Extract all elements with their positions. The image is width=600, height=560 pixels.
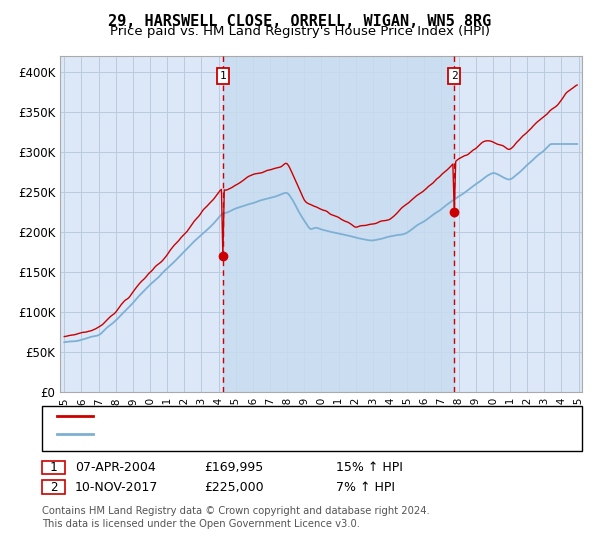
Text: Price paid vs. HM Land Registry's House Price Index (HPI): Price paid vs. HM Land Registry's House … [110,25,490,38]
Text: 29, HARSWELL CLOSE, ORRELL, WIGAN, WN5 8RG (detached house): 29, HARSWELL CLOSE, ORRELL, WIGAN, WN5 8… [99,409,501,423]
Text: This data is licensed under the Open Government Licence v3.0.: This data is licensed under the Open Gov… [42,519,360,529]
Text: 29, HARSWELL CLOSE, ORRELL, WIGAN, WN5 8RG: 29, HARSWELL CLOSE, ORRELL, WIGAN, WN5 8… [109,14,491,29]
Text: 15% ↑ HPI: 15% ↑ HPI [336,461,403,474]
Text: 7% ↑ HPI: 7% ↑ HPI [336,480,395,494]
Text: 2: 2 [50,480,57,494]
Text: 07-APR-2004: 07-APR-2004 [75,461,156,474]
Text: 1: 1 [50,461,57,474]
Text: 1: 1 [220,71,226,81]
Text: HPI: Average price, detached house, Wigan: HPI: Average price, detached house, Wiga… [99,427,354,441]
Text: £169,995: £169,995 [204,461,263,474]
Text: Contains HM Land Registry data © Crown copyright and database right 2024.: Contains HM Land Registry data © Crown c… [42,506,430,516]
Bar [223,56,454,392]
Text: 10-NOV-2017: 10-NOV-2017 [75,480,158,494]
Text: £225,000: £225,000 [204,480,263,494]
Text: 2: 2 [451,71,458,81]
